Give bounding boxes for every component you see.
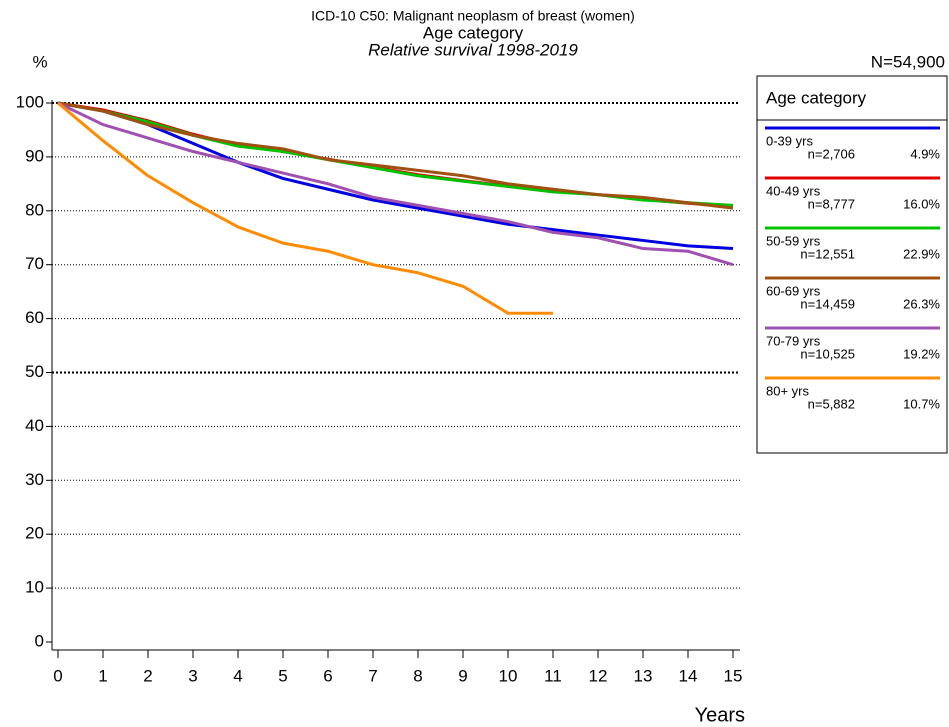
x-tick-label: 0 (53, 666, 62, 685)
legend-share: 22.9% (903, 246, 940, 261)
legend-n: n=2,706 (808, 146, 855, 161)
x-tick-label: 1 (98, 666, 107, 685)
legend-label: 80+ yrs (766, 383, 809, 398)
chart-subtitle: Relative survival 1998-2019 (368, 40, 578, 59)
y-tick-label: 0 (35, 631, 44, 650)
x-tick-label: 15 (724, 666, 743, 685)
x-tick-label: 3 (188, 666, 197, 685)
legend-label: 40-49 yrs (766, 183, 821, 198)
x-tick-label: 9 (458, 666, 467, 685)
y-tick-label: 50 (25, 362, 44, 381)
legend-title: Age category (766, 88, 867, 107)
y-tick-label: 80 (25, 200, 44, 219)
legend-label: 60-69 yrs (766, 283, 821, 298)
legend-n: n=10,525 (800, 346, 855, 361)
legend-n: n=5,882 (808, 396, 855, 411)
total-label: N=54,900 (871, 52, 945, 71)
x-tick-label: 10 (499, 666, 518, 685)
y-tick-label: 60 (25, 308, 44, 327)
legend-n: n=14,459 (800, 296, 855, 311)
x-tick-label: 4 (233, 666, 242, 685)
series-line (57, 101, 734, 208)
legend-share: 16.0% (903, 196, 940, 211)
legend-share: 19.2% (903, 346, 940, 361)
legend-label: 50-59 yrs (766, 233, 821, 248)
x-tick-label: 13 (634, 666, 653, 685)
x-tick-label: 12 (589, 666, 608, 685)
y-tick-label: 100 (16, 92, 44, 111)
legend-label: 0-39 yrs (766, 133, 813, 148)
legend-label: 70-79 yrs (766, 333, 821, 348)
y-tick-label: 30 (25, 470, 44, 489)
x-tick-label: 6 (323, 666, 332, 685)
x-tick-label: 14 (679, 666, 698, 685)
y-tick-label: 20 (25, 524, 44, 543)
series-line (57, 101, 734, 267)
chart-subtitle: Age category (423, 23, 524, 42)
legend-n: n=12,551 (800, 246, 855, 261)
series-line (57, 101, 734, 251)
series-line (57, 101, 734, 210)
legend-share: 10.7% (903, 396, 940, 411)
legend-share: 4.9% (910, 146, 940, 161)
legend-share: 26.3% (903, 296, 940, 311)
chart-title: ICD-10 C50: Malignant neoplasm of breast… (311, 8, 635, 24)
x-tick-label: 2 (143, 666, 152, 685)
y-tick-label: 70 (25, 254, 44, 273)
x-axis-label: Years (695, 704, 745, 726)
x-tick-label: 5 (278, 666, 287, 685)
legend-box (756, 75, 948, 454)
series-line (57, 101, 553, 315)
y-axis-label: % (32, 52, 47, 71)
y-tick-label: 90 (25, 146, 44, 165)
y-tick-label: 40 (25, 416, 44, 435)
x-tick-label: 11 (544, 666, 562, 685)
series-line (57, 101, 734, 207)
x-tick-label: 7 (368, 666, 377, 685)
y-tick-label: 10 (25, 578, 44, 597)
legend-n: n=8,777 (808, 196, 855, 211)
x-tick-label: 8 (413, 666, 422, 685)
